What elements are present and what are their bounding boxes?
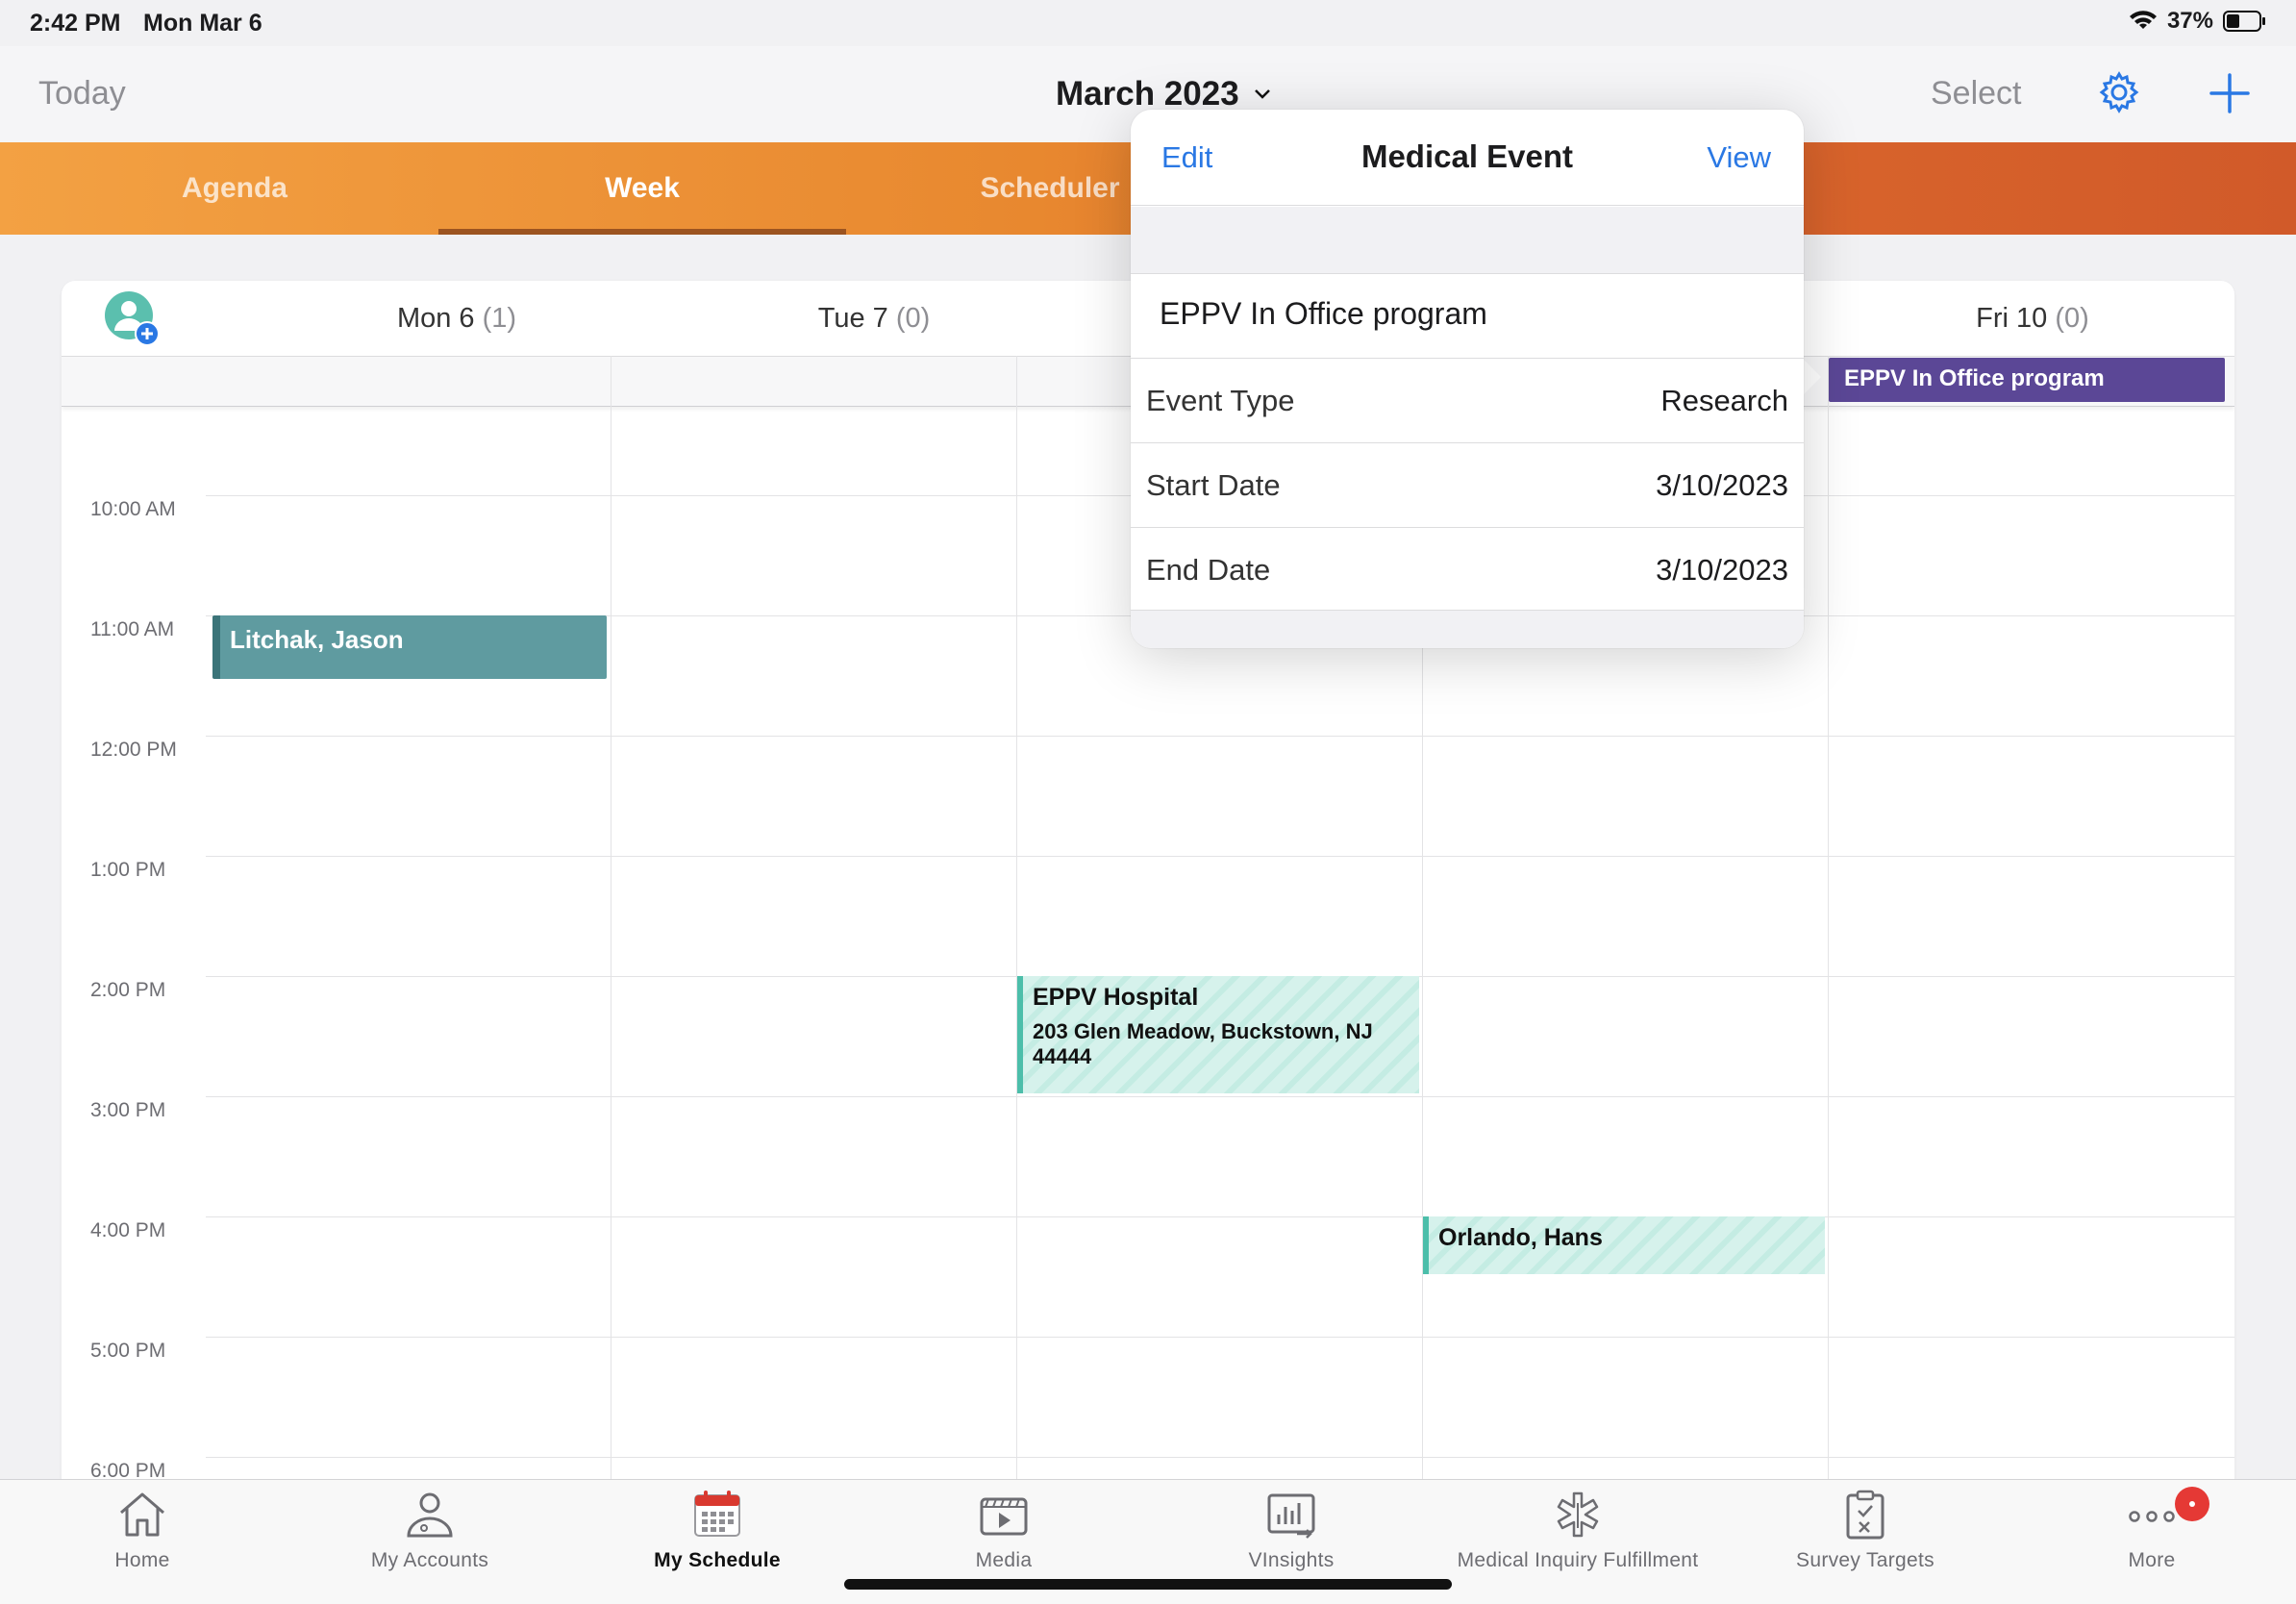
tab-scheduler[interactable]: Scheduler: [980, 172, 1120, 204]
time-label: 6:00 PM: [90, 1460, 166, 1481]
battery-percent: 37%: [2166, 8, 2213, 34]
hour-line: [206, 856, 2234, 857]
time-label: 10:00 AM: [90, 498, 176, 520]
nav-vinsights[interactable]: VInsights: [1147, 1490, 1435, 1595]
nav-home[interactable]: Home: [0, 1490, 287, 1595]
nav-label: Survey Targets: [1796, 1549, 1934, 1571]
hour-line: [206, 1216, 2234, 1217]
today-button[interactable]: Today: [38, 75, 126, 112]
view-button[interactable]: View: [1707, 140, 1771, 174]
home-indicator: [844, 1579, 1452, 1590]
row-value: 3/10/2023: [1656, 468, 1788, 502]
row-label: End Date: [1146, 553, 1271, 587]
media-icon: [980, 1497, 1028, 1536]
status-bar: 2:42 PM Mon Mar 6 37%: [0, 0, 2296, 46]
tab-agenda[interactable]: Agenda: [181, 172, 287, 204]
row-value: 3/10/2023: [1656, 553, 1788, 587]
time-label: 1:00 PM: [90, 859, 166, 881]
column-divider: [1422, 356, 1423, 1481]
status-date: Mon Mar 6: [143, 10, 262, 37]
plus-icon[interactable]: [2208, 71, 2252, 115]
edit-button[interactable]: Edit: [1161, 140, 1213, 174]
medical-icon: [1557, 1491, 1599, 1538]
chart-icon: [1267, 1493, 1315, 1539]
month-label: March 2023: [1056, 75, 1239, 113]
time-label: 5:00 PM: [90, 1340, 166, 1362]
nav-label: My Accounts: [370, 1549, 489, 1571]
popover-arrow: [1800, 356, 1821, 398]
popover-title: Medical Event: [1360, 138, 1574, 174]
row-label: Event Type: [1146, 384, 1295, 417]
event-title: EPPV Hospital: [1033, 984, 1199, 1011]
person-icon: [407, 1492, 453, 1538]
nav-more[interactable]: More: [2008, 1490, 2296, 1595]
add-person-icon[interactable]: [104, 290, 160, 346]
status-indicators: 37%: [2129, 8, 2267, 35]
time-label: 4:00 PM: [90, 1219, 166, 1241]
column-divider: [1016, 356, 1017, 1481]
time-label: 12:00 PM: [90, 739, 177, 761]
nav-survey-targets[interactable]: Survey Targets: [1721, 1490, 2009, 1595]
more-icon: [2129, 1511, 2175, 1522]
nav-label: Home: [114, 1549, 170, 1571]
end-date-row: End Date 3/10/2023: [1131, 527, 1804, 612]
nav-label: My Schedule: [654, 1549, 781, 1571]
day-count: (0): [895, 303, 931, 334]
status-time: 2:42 PM: [30, 10, 121, 37]
day-header-tue[interactable]: Tue 7 (0): [671, 281, 1077, 356]
nav-label: Medical Inquiry Fulfillment: [1457, 1549, 1699, 1571]
event-orlando-hans[interactable]: Orlando, Hans: [1423, 1216, 1825, 1274]
nav-media[interactable]: Media: [860, 1490, 1148, 1595]
nav-my-schedule[interactable]: My Schedule: [573, 1490, 861, 1595]
event-address: 203 Glen Meadow, Buckstown, NJ 44444: [1033, 1019, 1373, 1068]
calendar-icon: [694, 1491, 740, 1537]
home-icon: [120, 1492, 164, 1537]
clipboard-icon: [1846, 1490, 1884, 1540]
nav-label: VInsights: [1248, 1549, 1335, 1571]
event-eppv-hospital[interactable]: EPPV Hospital 203 Glen Meadow, Buckstown…: [1017, 976, 1419, 1093]
tab-week[interactable]: Week: [438, 142, 846, 235]
chevron-down-icon: [1254, 89, 1270, 99]
day-header-fri[interactable]: Fri 10 (0): [1831, 281, 2234, 356]
event-eppv-in-office-program[interactable]: EPPV In Office program: [1829, 358, 2225, 402]
column-divider: [1828, 356, 1829, 1481]
start-date-row: Start Date 3/10/2023: [1131, 442, 1804, 527]
hour-line: [206, 1096, 2234, 1097]
time-label: 2:00 PM: [90, 979, 166, 1001]
day-label: Mon 6: [396, 303, 475, 334]
day-label: Fri 10: [1976, 303, 2048, 334]
hour-line: [206, 1337, 2234, 1338]
popover-spacer: [1131, 207, 1804, 274]
day-header-mon[interactable]: Mon 6 (1): [254, 281, 660, 356]
event-popover: Edit Medical Event View EPPV In Office p…: [1131, 110, 1804, 648]
notification-badge: [2175, 1487, 2209, 1521]
event-litchak-jason[interactable]: Litchak, Jason: [212, 615, 607, 679]
wifi-icon: [2129, 11, 2157, 29]
time-label: 3:00 PM: [90, 1099, 166, 1121]
event-title: Orlando, Hans: [1438, 1224, 1603, 1251]
month-picker[interactable]: March 2023: [1056, 75, 1272, 113]
day-count: (0): [2055, 303, 2089, 334]
select-button[interactable]: Select: [1931, 75, 2022, 112]
event-type-row: Event Type Research: [1131, 358, 1804, 442]
nav-my-accounts[interactable]: My Accounts: [286, 1490, 574, 1595]
day-count: (1): [482, 303, 517, 334]
row-value: Research: [1660, 384, 1788, 417]
gear-icon[interactable]: [2096, 69, 2142, 115]
hour-line: [206, 1457, 2234, 1458]
time-label: 11:00 AM: [90, 618, 175, 640]
popover-header: Edit Medical Event View: [1131, 110, 1804, 206]
event-name: EPPV In Office program: [1160, 296, 1487, 331]
nav-medical-inquiry-fulfillment[interactable]: Medical Inquiry Fulfillment: [1434, 1490, 1722, 1595]
nav-label: More: [2128, 1549, 2176, 1571]
hour-line: [206, 736, 2234, 737]
day-label: Tue 7: [817, 303, 888, 334]
battery-icon: [2223, 11, 2265, 32]
popover-footer: [1131, 610, 1804, 648]
row-label: Start Date: [1146, 468, 1281, 502]
nav-label: Media: [975, 1549, 1033, 1571]
